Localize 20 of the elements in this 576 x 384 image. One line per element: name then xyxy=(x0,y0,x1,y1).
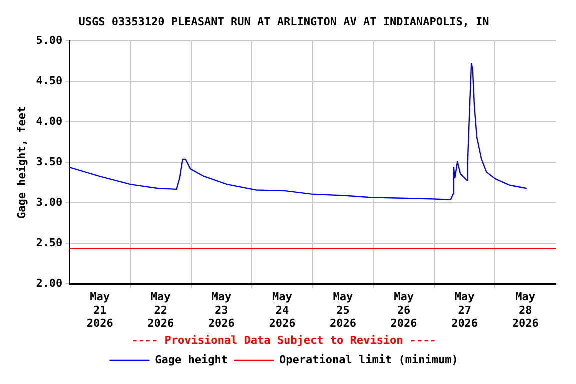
text: ---- Provisional Data Subject to Revision ---- xyxy=(132,334,436,348)
y-axis-title: Gage height, feet xyxy=(15,106,28,219)
legend-label: Gage height xyxy=(155,353,228,366)
y-tick-label: 3.00 xyxy=(36,196,63,210)
x-tick-label: May 24 2026 xyxy=(269,290,296,330)
x-tick-label: May 21 2026 xyxy=(86,290,114,330)
x-tick-label: May 28 2026 xyxy=(512,290,540,330)
x-tick-label: May 22 2026 xyxy=(148,290,174,330)
x-tick-label: May 27 2026 xyxy=(452,290,478,330)
y-tick-label: 5.00 xyxy=(36,34,63,48)
y-tick-label: 4.00 xyxy=(36,115,63,128)
y-tick-label: 3.50 xyxy=(36,156,63,169)
legend-label: Operational limit (minimum) xyxy=(280,353,458,366)
x-tick-label: May 26 2026 xyxy=(390,290,418,330)
y-tick-label: 2.50 xyxy=(36,236,63,250)
y-tick-label: 4.50 xyxy=(36,74,63,88)
chart-title: USGS 03353120 PLEASANT RUN AT ARLINGTON AV AT INDIANAPOLIS, IN xyxy=(78,15,490,28)
x-tick-label: May 23 2026 xyxy=(208,290,236,330)
x-tick-label: May 25 2026 xyxy=(330,290,357,330)
y-tick-label: 2.00 xyxy=(36,277,63,290)
